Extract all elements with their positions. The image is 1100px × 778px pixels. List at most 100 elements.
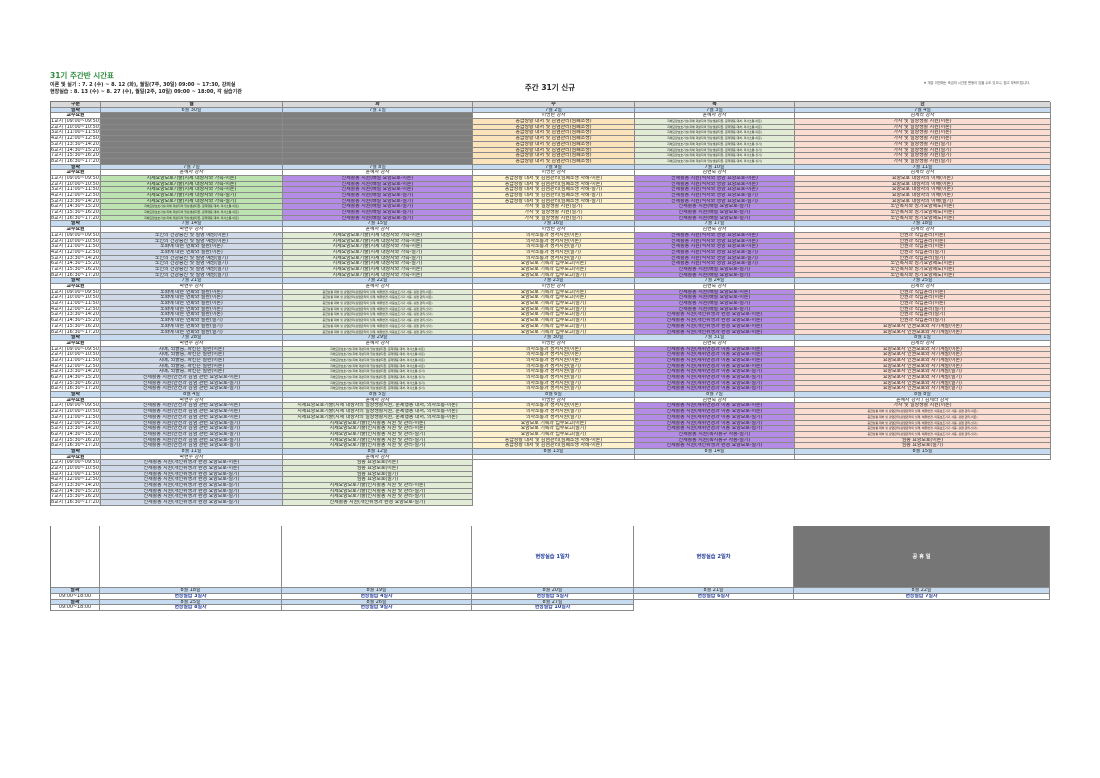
- class-cell: 노인복지와 장기요양제도(이론): [795, 272, 1051, 279]
- class-cell: 지체요양보호기술(지체 대상자의 일상생활지원, 문제행동 대처, 의사소통-이…: [101, 204, 283, 211]
- class-cell: 신체활동 지원(배설 요양보호-이론): [283, 181, 473, 188]
- date-cell: 8월 14일: [635, 448, 795, 455]
- instructor-cell: 윤혜자 강사: [101, 170, 283, 176]
- class-cell: 신체활동 지원(안전과 감염 관련 요양보호-실기): [101, 437, 283, 444]
- date-cell: 8월 13일: [473, 448, 635, 455]
- class-cell: 인권과 직업윤리(이론): [795, 289, 1051, 296]
- class-cell: 지체요양보호기술(지체 대상자의 일상생활지원, 문제행동 대처, 의사소통-이…: [283, 409, 473, 415]
- class-cell: 신체활동 지원(식사와 영양 요양보호-이론): [635, 187, 795, 193]
- period-row: 8교시 (16:30~17:20) 응급상황 대처 및 감염관리(심폐소생) 지체요…: [51, 158, 1051, 165]
- header-cell: 구분: [51, 102, 101, 108]
- class-cell: 요양보호 대상자의 이해(이론): [795, 175, 1051, 182]
- period-row: 6교시 (14:30~15:20) 신체활동 지원(안전과 감염 관련 요양보호-…: [51, 431, 1051, 438]
- class-cell: 지체요양보호기술(지체 대상자의 일상생활지원, 문제행동 대처, 의사소통-이…: [101, 215, 283, 222]
- class-cell: 응급상황 대처 및 감염관리(심폐소생): [473, 119, 635, 125]
- instructor-cell: [101, 113, 283, 120]
- field-day-cell: 현장실습 4일차: [282, 594, 472, 600]
- instructor-cell: 이명란 강사: [473, 284, 635, 290]
- class-cell: 신체활동 지원(배설 요양보호-실기): [283, 198, 473, 205]
- class-cell: 신체활동 지원(개인위생과 환경 요양보호-이론): [101, 460, 283, 466]
- empty-cell: [101, 141, 283, 148]
- date-cell: 8월 25일: [100, 599, 282, 606]
- period-label: 5교시 (13:30~14:20): [51, 141, 101, 148]
- class-cell: 인권과 직업윤리(이론): [795, 232, 1051, 239]
- class-cell: 신체활동 지원(배설 요양보호-이론): [635, 295, 795, 302]
- date-cell: 8월 15일: [795, 448, 1051, 455]
- class-cell: 의사소통과 정서지원(이론): [473, 232, 635, 239]
- class-cell: 지체요양보호기술(지체 대상자의 일상생활지원, 문제행동 대처, 의사소통-이…: [635, 130, 795, 137]
- class-cell: 노인복지와 장기요양제도(이론): [795, 215, 1051, 222]
- period-label: 3교시 (11:00~11:50): [51, 187, 101, 193]
- class-cell: 지체요양보호기술(지체 대상자와 가족-이론): [101, 181, 283, 188]
- class-cell: 의사소통과 정서지원(실기): [473, 369, 635, 375]
- class-cell: 의사소통과 정서지원(이론): [473, 238, 635, 245]
- instructor-row: 교수요원 박현주 강사 윤혜자 강사: [51, 454, 1051, 461]
- class-cell: 신체활동 지원(배설 요양보호-실기): [635, 266, 795, 273]
- class-cell: 지체요양보호기술(인지활동 지원 및 관리-실기): [283, 494, 473, 501]
- period-label: 3교시 (11:00~11:50): [51, 244, 101, 250]
- blank-cell: [50, 525, 100, 589]
- field-day-2: 현장실습 2일차: [634, 525, 794, 589]
- period-label: 4교시 (12:00~12:50): [51, 477, 101, 484]
- class-cell: 지체요양보호기술(지체 대상자의 일상생활지원, 문제행동 대처, 의사소통-이…: [101, 210, 283, 216]
- empty-cell: [101, 158, 283, 165]
- date-cell: 8월 4일: [101, 392, 283, 398]
- date-cell: 7월 24일: [635, 278, 795, 284]
- class-cell: 요양보호 기록과 업무보고(이론): [473, 266, 635, 273]
- period-row: 7교시 (15:30~16:20) 신체활동 지원(개인위생과 환경 요양보호-실…: [51, 494, 1050, 501]
- class-cell: 요양보호사 인권보호와 자기계발(이론): [795, 363, 1051, 370]
- blank-cell: [473, 454, 635, 461]
- class-cell: 지체요양보호기술(지체 대상자의 일상생활지원, 문제행동 대처, 의사소통-이…: [283, 346, 473, 353]
- period-row: 3교시 (11:00~11:50) 지체요양보호기술(지체 대상자와 가족-이론)…: [51, 187, 1051, 193]
- period-label: 8교시 (16:30~17:20): [51, 443, 101, 449]
- date-label: 날짜: [51, 335, 101, 341]
- class-cell: 가사 및 일상생활 지원(실기): [795, 153, 1051, 159]
- period-label: 3교시 (11:00~11:50): [51, 414, 101, 421]
- class-cell: 신체활동 지원(개인위생과 환경 요양보호-실기): [101, 494, 283, 501]
- class-cell: 노화에 따른 변화와 질환(이론): [101, 295, 283, 302]
- period-row: 1교시 (09:00~09:50) 지체요양보호기술(지체 대상자와 가족-이론)…: [51, 175, 1051, 182]
- class-cell: 노화에 따른 변화와 질환(이론): [101, 312, 283, 319]
- class-cell: 응급상황 대처 및 감염관리(심폐소생 사례-실기): [473, 198, 635, 205]
- period-row: 5교시 (13:30~14:20) 노화에 따른 변화와 질환(이론) 응급상황 대…: [51, 312, 1051, 319]
- period-row: 5교시 (13:30~14:20) 신체활동 지원(안전과 감염 관련 요양보호-…: [51, 426, 1051, 432]
- date-label: 날짜: [51, 278, 101, 284]
- period-label: 3교시 (11:00~11:50): [51, 301, 101, 307]
- class-cell: 응급상황 대처 및 감염관리(심폐소생): [473, 130, 635, 137]
- instructor-cell: 김세라 강사: [795, 170, 1051, 176]
- instructor-cell: 김세라 강사: [795, 340, 1051, 347]
- period-label: 1교시 (09:00~09:50): [51, 289, 101, 296]
- class-cell: 신체활동 지원(개인위생과 환경 요양보호-실기): [101, 483, 283, 489]
- date-cell: 8월 18일: [100, 588, 282, 595]
- date-cell: 8월 26일: [282, 599, 472, 606]
- period-row: 3교시 (11:00~11:50) 신체활동 지원(개인위생과 환경 요양보호-실…: [51, 471, 1050, 478]
- period-row: 5교시 (13:30~14:20) 노인의 건강증진 및 질병 예방(실기) 지체요…: [51, 255, 1051, 262]
- period-label: 4교시 (12:00~12:50): [51, 136, 101, 142]
- date-cell: 7월 29일: [283, 335, 473, 341]
- class-cell: 신체활동 지원(식사와 영양 요양보호-이론): [635, 175, 795, 182]
- class-cell: 인권과 직업윤리(실기): [795, 306, 1051, 313]
- class-cell: 신체활동 지원(식사와 영양 요양보호-실기): [635, 193, 795, 199]
- class-cell: 지체요양보호기술(지체 대상자의 일상생활지원, 문제행동 대처, 의사소통-실…: [283, 380, 473, 387]
- period-label: 8교시 (16:30~17:20): [51, 272, 101, 279]
- time-cell: 09:00~18:00: [50, 594, 100, 600]
- class-cell: 응급상황 대처 및 감염관리(감염관리의 실제, 체위변경, 이동보조기기 사용…: [283, 289, 473, 296]
- period-label: 7교시 (15:30~16:20): [51, 210, 101, 216]
- empty-cell: [283, 141, 473, 148]
- class-cell: 의사소통과 정서지원(실기): [473, 255, 635, 262]
- date-cell: 7월 28일: [101, 335, 283, 341]
- class-cell: 의사소통과 정서지원(이론): [473, 352, 635, 358]
- class-cell: 요양보호 기록과 업무보고(실기): [473, 272, 635, 279]
- class-cell: 의사소통과 정서지원(실기): [473, 363, 635, 370]
- class-cell: 신체활동 지원(체위변경과 이동 요양보호-실기): [635, 369, 795, 375]
- field-day-cell: 현장실습 3일차: [100, 594, 282, 600]
- class-cell: 요양보호 대상자의 이해(실기): [795, 198, 1051, 205]
- class-cell: 신체활동 지원(배설 요양보호-실기): [283, 193, 473, 199]
- instructor-cell: 김현숙 강사: [635, 227, 795, 233]
- period-label: 1교시 (09:00~09:50): [51, 460, 101, 466]
- period-row: 6교시 (14:30~15:20) 노화에 따른 변화와 질환(실기) 응급상황 대…: [51, 318, 1051, 324]
- class-cell: 지체요양보호기술(지체 대상자의 일상생활지원, 문제행동 대처, 의사소통-이…: [283, 352, 473, 358]
- instructor-row: 교수요원 박현주 강사 윤혜자 강사 이명란 강사 김현숙 강사 김세라 강사: [51, 340, 1051, 347]
- date-row: 날짜 8월 11일 8월 12일 8월 13일 8월 14일 8월 15일: [51, 448, 1051, 455]
- header-cell: 월: [101, 102, 283, 108]
